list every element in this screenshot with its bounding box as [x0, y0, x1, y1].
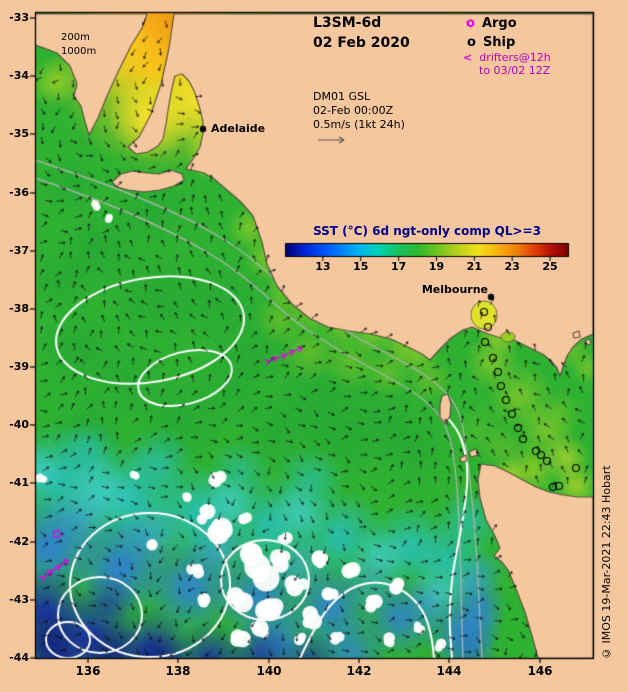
- lat-tick-label: -40: [9, 418, 29, 431]
- city-label-adelaide: Adelaide: [211, 122, 266, 135]
- colorbar-tick-label: 15: [353, 260, 369, 273]
- legend-drifters: < drifters@12h: [463, 51, 551, 64]
- lat-tick-label: -38: [9, 302, 29, 315]
- lat-tick-label: -34: [9, 69, 29, 82]
- colorbar-tick-label: 19: [428, 260, 445, 273]
- depth-label-1000m: 1000m: [61, 46, 97, 57]
- lon-tick-label: 136: [75, 664, 101, 678]
- lat-tick-label: -43: [9, 593, 29, 606]
- lat-tick-label: -33: [9, 11, 29, 24]
- lat-tick-label: -41: [9, 476, 29, 489]
- colorbar-tick-label: 23: [504, 260, 520, 273]
- ship-label: Ship: [482, 35, 516, 50]
- lon-tick-label: 146: [527, 664, 553, 678]
- lat-tick-label: -39: [9, 360, 29, 373]
- lat-tick-label: -35: [9, 127, 29, 140]
- colorbar-tick-label: 13: [315, 260, 331, 273]
- analysis-name: DM01 GSL: [313, 90, 371, 103]
- analysis-time: 02-Feb 00:00Z: [313, 104, 394, 117]
- drifters-label-line1: drifters@12h: [479, 51, 551, 64]
- argo-circle-icon: o: [466, 16, 475, 31]
- lon-tick-label: 144: [436, 664, 462, 678]
- colorbar-tick-label: 25: [542, 260, 558, 273]
- depth-label-200m: 200m: [61, 32, 90, 43]
- legend-argo: o Argo: [466, 16, 517, 31]
- city-label-melbourne: Melbourne: [421, 283, 488, 296]
- lat-tick-label: -37: [9, 244, 29, 257]
- lat-tick-label: -44: [9, 651, 29, 664]
- product-date: 02 Feb 2020: [313, 35, 410, 51]
- lon-tick-label: 140: [256, 664, 282, 678]
- colorbar-title: SST (°C) 6d ngt-only comp QL>=3: [313, 224, 541, 238]
- lon-tick-label: 142: [346, 664, 372, 678]
- drifters-label-line2: to 03/02 12Z: [479, 64, 551, 77]
- drifter-arrow-icon: <: [463, 51, 473, 64]
- product-title: L3SM-6d: [313, 15, 382, 31]
- lat-tick-label: -42: [9, 535, 29, 548]
- colorbar-tick-label: 17: [390, 260, 407, 273]
- imos-credit: © IMOS 19-Mar-2021 22:43 Hobart: [600, 465, 613, 660]
- ship-circle-icon: o: [467, 35, 476, 50]
- lat-tick-label: -36: [9, 186, 29, 199]
- lon-tick-label: 138: [165, 664, 191, 678]
- velocity-scale-label: 0.5m/s (1kt 24h): [313, 118, 405, 131]
- colorbar-tick-label: 21: [466, 260, 482, 273]
- argo-label: Argo: [481, 16, 517, 31]
- legend-ship: o Ship: [467, 35, 515, 50]
